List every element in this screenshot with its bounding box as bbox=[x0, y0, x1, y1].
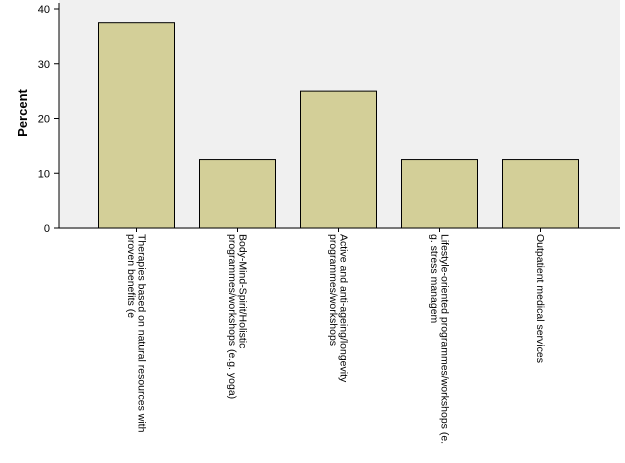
y-axis: 0 10 20 30 40 bbox=[38, 3, 60, 235]
category-label-line: Active and anti-ageing/longevity bbox=[337, 234, 349, 383]
category-labels: Therapies based on natural resources wit… bbox=[125, 234, 546, 444]
category-label-line: g. stress managem bbox=[428, 234, 440, 324]
category-label: Body-Mind-Spirit/Holisticprogrammes/work… bbox=[226, 234, 249, 399]
category-label: Outpatient medical services bbox=[534, 234, 546, 363]
bar bbox=[98, 22, 175, 229]
y-tick-label: 40 bbox=[38, 4, 50, 16]
bar bbox=[300, 90, 377, 229]
category-label-line: Therapies based on natural resources wit… bbox=[135, 234, 147, 433]
category-label-line: Body-Mind-Spirit/Holistic bbox=[236, 234, 248, 348]
category-label: Lifestyle-oriented programmes/workshops … bbox=[428, 234, 451, 444]
x-axis bbox=[59, 227, 620, 232]
category-label: Therapies based on natural resources wit… bbox=[125, 234, 148, 433]
category-label-line: programmes/workshops bbox=[327, 234, 339, 346]
bar bbox=[199, 159, 276, 229]
category-label-line: programmes/workshops (e.g. yoga) bbox=[226, 234, 238, 399]
y-tick-label: 10 bbox=[38, 168, 50, 180]
y-axis-label: Percent bbox=[15, 88, 30, 136]
category-label-line: Outpatient medical services bbox=[534, 234, 546, 363]
category-label-line: Lifestyle-oriented programmes/workshops … bbox=[438, 234, 450, 444]
y-tick-label: 30 bbox=[38, 59, 50, 71]
y-tick-label: 20 bbox=[38, 114, 50, 126]
category-label: Active and anti-ageing/longevityprogramm… bbox=[327, 234, 350, 383]
category-label-line: proven benefits (e bbox=[125, 234, 137, 318]
bars bbox=[98, 22, 579, 229]
bar bbox=[502, 159, 579, 229]
y-tick-label: 0 bbox=[44, 223, 50, 235]
bar bbox=[401, 159, 478, 229]
